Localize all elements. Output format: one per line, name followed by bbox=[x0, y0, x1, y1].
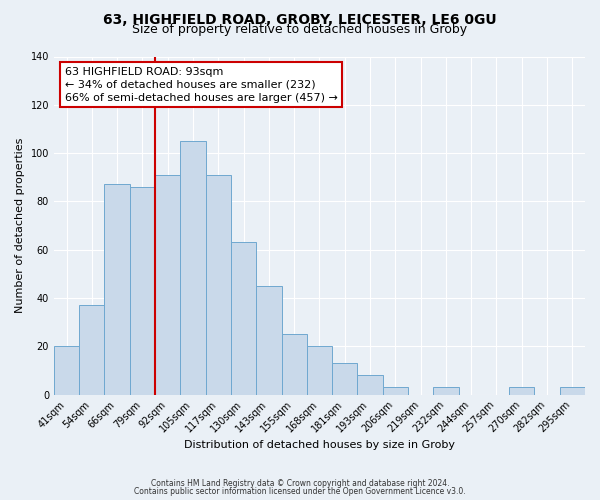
Bar bbox=[256, 286, 281, 395]
Bar bbox=[104, 184, 130, 394]
Bar bbox=[79, 305, 104, 394]
Y-axis label: Number of detached properties: Number of detached properties bbox=[15, 138, 25, 313]
Bar bbox=[281, 334, 307, 394]
Text: Contains HM Land Registry data © Crown copyright and database right 2024.: Contains HM Land Registry data © Crown c… bbox=[151, 478, 449, 488]
Bar bbox=[130, 187, 155, 394]
Bar bbox=[332, 363, 358, 394]
Bar bbox=[181, 141, 206, 395]
Bar bbox=[155, 175, 181, 394]
Bar bbox=[433, 388, 458, 394]
Bar bbox=[206, 175, 231, 394]
Bar bbox=[383, 388, 408, 394]
Text: Size of property relative to detached houses in Groby: Size of property relative to detached ho… bbox=[133, 22, 467, 36]
Bar bbox=[358, 376, 383, 394]
Text: 63 HIGHFIELD ROAD: 93sqm
← 34% of detached houses are smaller (232)
66% of semi-: 63 HIGHFIELD ROAD: 93sqm ← 34% of detach… bbox=[65, 66, 337, 103]
Bar bbox=[509, 388, 535, 394]
Text: Contains public sector information licensed under the Open Government Licence v3: Contains public sector information licen… bbox=[134, 487, 466, 496]
X-axis label: Distribution of detached houses by size in Groby: Distribution of detached houses by size … bbox=[184, 440, 455, 450]
Bar bbox=[54, 346, 79, 395]
Bar bbox=[307, 346, 332, 395]
Bar bbox=[560, 388, 585, 394]
Bar bbox=[231, 242, 256, 394]
Text: 63, HIGHFIELD ROAD, GROBY, LEICESTER, LE6 0GU: 63, HIGHFIELD ROAD, GROBY, LEICESTER, LE… bbox=[103, 12, 497, 26]
